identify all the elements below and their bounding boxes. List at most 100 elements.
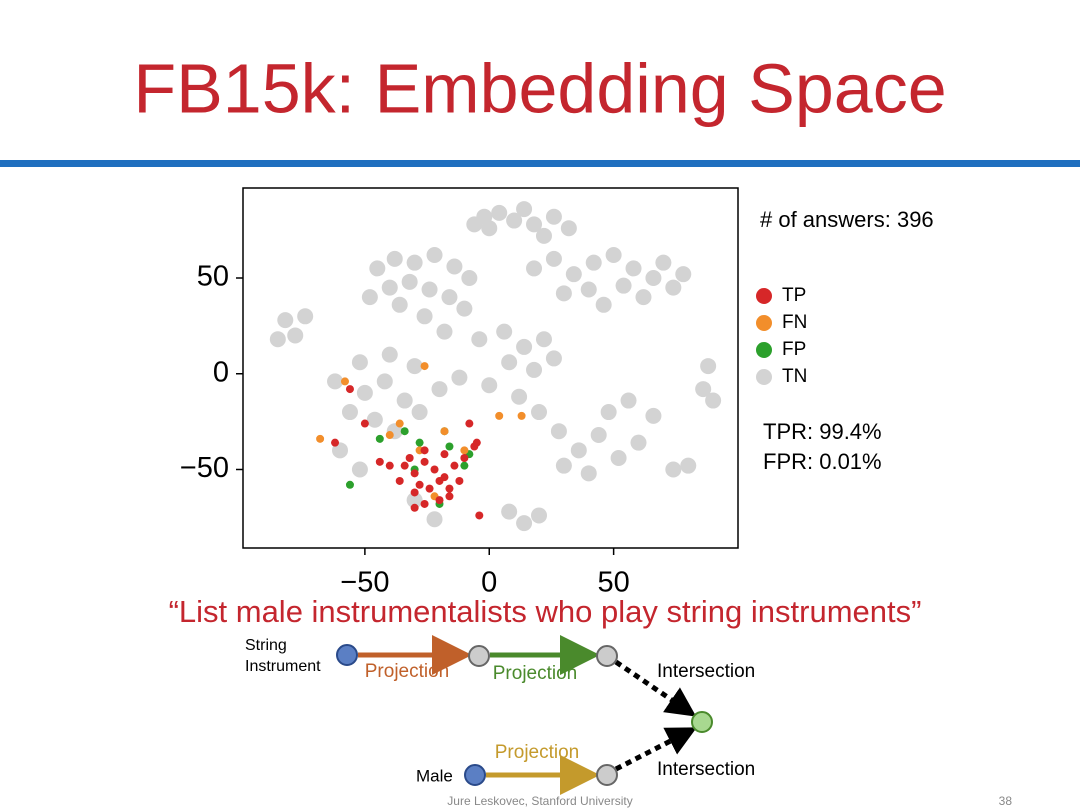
node [596, 764, 618, 786]
point [396, 392, 413, 409]
fpr: FPR: 0.01% [763, 449, 882, 474]
point [391, 296, 408, 313]
point [385, 431, 394, 440]
point [425, 484, 434, 493]
point [441, 289, 458, 306]
edge [614, 727, 697, 772]
point [481, 377, 498, 394]
point [511, 388, 528, 405]
point [460, 446, 469, 455]
point [460, 454, 469, 462]
point [331, 438, 340, 447]
legend-label: FP [782, 339, 806, 360]
point [475, 511, 484, 520]
point [287, 327, 304, 344]
point [400, 461, 409, 470]
anchor-label: Male [416, 766, 453, 785]
edge-label: Projection [493, 663, 578, 684]
point [570, 442, 587, 459]
point [415, 438, 424, 447]
point [705, 392, 722, 409]
point [526, 260, 543, 277]
point [501, 503, 518, 520]
point [531, 404, 548, 421]
point [351, 461, 368, 478]
point [395, 476, 404, 485]
point [440, 427, 449, 436]
point [481, 220, 498, 237]
point [630, 434, 647, 451]
point [341, 404, 358, 421]
anchor-label: String [245, 637, 287, 654]
footer: Jure Leskovec, Stanford University [447, 794, 632, 808]
point [416, 308, 433, 325]
point [495, 411, 504, 420]
point [675, 266, 692, 283]
point [406, 358, 423, 375]
point [400, 427, 409, 436]
point [269, 331, 286, 348]
point [375, 434, 384, 443]
point [615, 277, 632, 294]
point [401, 273, 418, 290]
point [430, 465, 439, 474]
point [345, 480, 354, 489]
x-tick-label: −50 [340, 567, 389, 599]
point [700, 358, 717, 375]
page-number: 38 [999, 794, 1013, 808]
point [381, 346, 398, 363]
point [501, 354, 518, 371]
point [531, 507, 548, 524]
point [555, 285, 572, 302]
point [366, 411, 383, 428]
point [411, 404, 428, 421]
point [695, 381, 712, 398]
slide-title: FB15k: Embedding Space [133, 49, 946, 127]
edge [614, 659, 697, 717]
point [625, 260, 642, 277]
point [445, 492, 454, 501]
point [420, 499, 429, 508]
point [491, 204, 508, 221]
point [555, 457, 572, 474]
point [406, 254, 423, 271]
point [535, 331, 552, 348]
point [420, 457, 429, 466]
point [360, 419, 369, 428]
title-rule [0, 160, 1080, 167]
point [580, 281, 597, 298]
point [455, 476, 464, 485]
point [460, 461, 469, 470]
point [472, 438, 481, 447]
point [351, 354, 368, 371]
legend-marker [756, 342, 772, 358]
node [691, 711, 713, 733]
point [665, 461, 682, 478]
point [316, 434, 325, 443]
point [585, 254, 602, 271]
point [410, 503, 419, 512]
point [406, 492, 423, 509]
point [517, 411, 526, 420]
answers-count: # of answers: 396 [760, 207, 934, 232]
point [506, 212, 523, 229]
point [450, 461, 459, 470]
point [445, 442, 454, 451]
point [595, 296, 612, 313]
point [421, 281, 438, 298]
point [550, 423, 567, 440]
tpr: TPR: 99.4% [763, 419, 882, 444]
point [466, 216, 483, 233]
point [327, 373, 344, 390]
legend-marker [756, 369, 772, 385]
anchor-label: Instrument [245, 658, 321, 675]
point [645, 270, 662, 286]
node [336, 644, 358, 666]
y-tick-label: −50 [180, 452, 229, 484]
point [605, 247, 622, 264]
point [420, 446, 429, 455]
point [610, 450, 627, 466]
query: “List male instrumentalists who play str… [169, 594, 922, 629]
